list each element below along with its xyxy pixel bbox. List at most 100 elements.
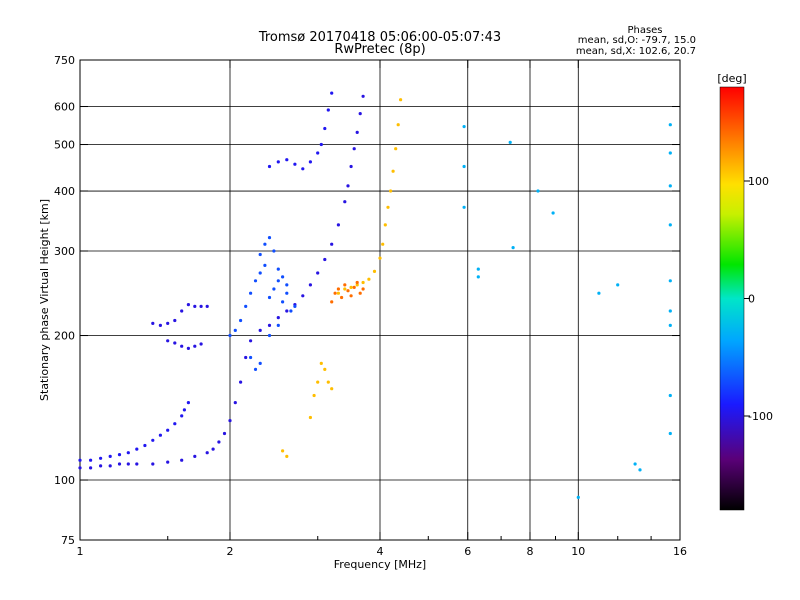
data-point: [352, 147, 356, 151]
data-point: [267, 295, 272, 300]
data-point: [326, 380, 330, 384]
data-point: [668, 151, 672, 155]
legend-line-x: mean, sd,X: 102.6, 20.7: [576, 46, 696, 57]
data-point: [126, 451, 130, 455]
data-point: [383, 223, 387, 227]
data-point: [233, 328, 237, 332]
y-tick-label: 750: [54, 54, 75, 67]
data-point: [99, 464, 103, 468]
data-point: [180, 458, 184, 462]
data-point: [244, 355, 248, 360]
data-point: [276, 316, 280, 320]
data-point: [239, 380, 243, 384]
data-point: [308, 160, 312, 164]
data-point: [253, 367, 258, 371]
data-point: [316, 271, 320, 275]
data-point: [638, 468, 642, 472]
y-tick-label: 200: [54, 330, 75, 343]
data-point: [551, 211, 555, 215]
data-point: [180, 309, 184, 313]
y-tick-label: 300: [54, 245, 75, 258]
data-point: [355, 130, 359, 134]
data-point: [193, 454, 197, 458]
data-point: [276, 279, 280, 283]
data-point: [89, 466, 93, 470]
x-tick-label: 4: [377, 545, 384, 558]
data-point: [336, 223, 340, 227]
chart-subtitle: RwPretec (8p): [334, 42, 425, 57]
data-point: [276, 323, 280, 327]
axis-ticks: 1 2 4 6 8 10 16 75 100 200 300 400 500 600 750: [54, 54, 687, 558]
data-point: [267, 333, 272, 338]
data-point: [89, 458, 93, 462]
data-point: [293, 162, 297, 166]
data-point: [346, 184, 350, 188]
data-point: [135, 462, 139, 466]
x-axis-label: Frequency [MHz]: [334, 558, 426, 571]
data-point: [263, 263, 267, 267]
data-point: [199, 304, 203, 308]
data-point: [396, 123, 400, 127]
data-point: [668, 323, 672, 327]
data-point: [323, 126, 327, 131]
data-point: [336, 287, 340, 291]
data-point: [117, 462, 122, 466]
data-point: [126, 462, 130, 466]
data-point: [476, 275, 480, 279]
data-point: [394, 147, 398, 151]
data-point: [386, 205, 390, 209]
data-point: [536, 189, 540, 193]
data-point: [117, 453, 122, 457]
data-point: [576, 495, 580, 499]
data-point: [186, 346, 190, 350]
colorbar: [719, 86, 745, 511]
data-point: [346, 289, 350, 293]
data-point: [668, 123, 672, 127]
data-point: [326, 108, 330, 112]
data-point: [462, 125, 466, 129]
legend-heading: Phases: [627, 25, 662, 36]
data-point: [186, 401, 190, 405]
data-point: [78, 466, 82, 470]
data-point: [668, 184, 672, 188]
data-point: [330, 242, 334, 246]
x-tick-label: 10: [571, 545, 585, 558]
colorbar-label: [deg]: [717, 72, 746, 85]
data-point: [258, 361, 262, 365]
data-point: [352, 285, 356, 289]
y-tick-label: 600: [54, 101, 75, 114]
data-point: [330, 387, 334, 391]
data-point: [319, 142, 323, 147]
data-point: [272, 287, 276, 291]
data-point: [511, 246, 515, 250]
data-point: [205, 304, 209, 308]
data-point: [158, 323, 162, 327]
x-tick-label: 16: [673, 545, 687, 558]
data-point: [668, 309, 672, 313]
data-point: [349, 285, 353, 289]
data-point: [258, 252, 262, 257]
data-point: [616, 283, 620, 287]
data-point: [668, 279, 672, 283]
data-point: [668, 393, 672, 398]
data-point: [349, 294, 353, 298]
data-point: [173, 422, 177, 426]
data-point: [253, 279, 258, 283]
data-point: [166, 339, 170, 343]
chart-title: Tromsø 20170418 05:06:00-05:07:43: [258, 30, 501, 45]
legend-line-o: mean, sd,O: -79.7, 15.0: [578, 35, 696, 46]
data-point: [308, 283, 312, 287]
data-point: [378, 256, 382, 260]
data-point: [293, 304, 297, 308]
data-point: [476, 267, 480, 271]
data-point: [355, 280, 359, 285]
data-point: [173, 341, 177, 345]
data-point: [108, 464, 112, 468]
data-point: [389, 189, 393, 193]
data-point: [349, 164, 353, 169]
data-point: [199, 342, 203, 346]
data-point: [228, 419, 232, 423]
data-point: [186, 303, 190, 307]
data-point: [263, 242, 267, 246]
data-point: [78, 458, 82, 462]
